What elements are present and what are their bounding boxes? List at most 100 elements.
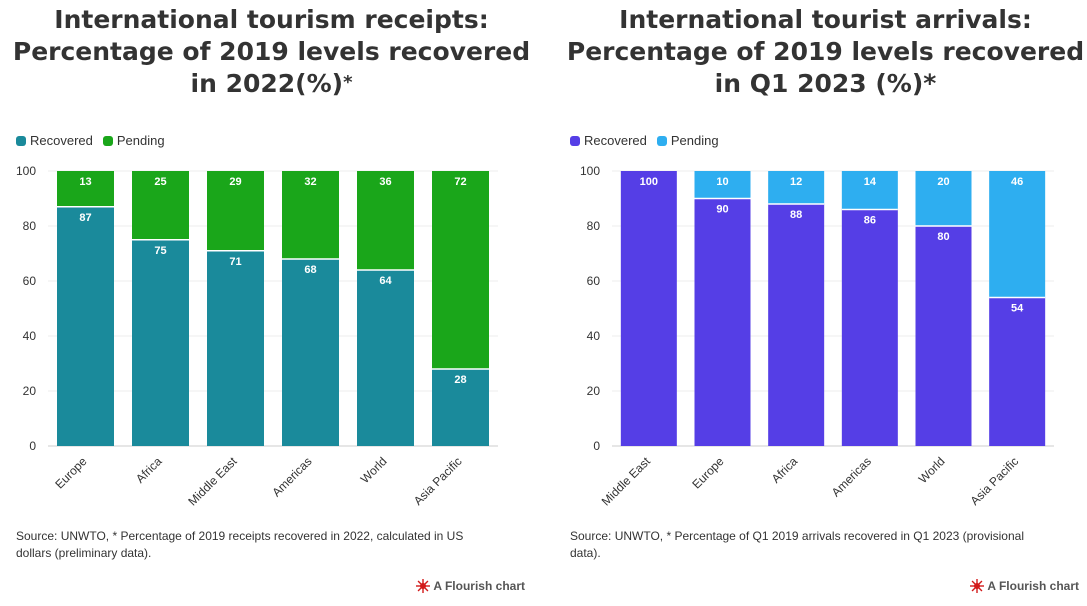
data-label: 14 xyxy=(864,176,877,188)
data-label: 12 xyxy=(790,176,802,188)
bar-pending xyxy=(768,171,825,204)
data-label: 80 xyxy=(937,231,949,243)
source-note: Source: UNWTO, * Percentage of Q1 2019 a… xyxy=(570,529,1024,560)
title-line: Percentage of 2019 levels recovered xyxy=(566,37,1085,66)
data-label: 71 xyxy=(229,256,241,268)
data-label: 29 xyxy=(229,176,241,188)
data-label: 20 xyxy=(937,176,949,188)
bar-pending xyxy=(357,171,414,270)
legend-swatch xyxy=(16,135,26,146)
credit-text: A Flourish chart xyxy=(433,579,525,593)
bar-recovered xyxy=(768,204,825,446)
y-tick-label: 100 xyxy=(16,164,36,178)
bar-recovered xyxy=(207,250,264,446)
arrivals-chart-panel: International tourist arrivals: Percenta… xyxy=(554,0,1087,606)
bar-pending xyxy=(57,171,114,207)
data-label: 13 xyxy=(79,176,91,188)
bar-recovered xyxy=(915,226,972,446)
data-label: 68 xyxy=(304,264,316,276)
title-line: in Q1 2023 (%)* xyxy=(714,69,937,98)
data-label: 72 xyxy=(454,176,466,188)
legend-swatch xyxy=(102,135,113,146)
x-tick-label: Middle East xyxy=(185,454,240,509)
x-tick-label: Europe xyxy=(52,454,89,491)
bar-pending xyxy=(694,171,751,199)
y-tick-label: 60 xyxy=(587,274,601,288)
bar-recovered xyxy=(620,171,677,446)
flourish-credit[interactable]: A Flourish chart xyxy=(416,579,525,593)
legend-item-pending[interactable]: Pending xyxy=(656,133,719,148)
legend-swatch xyxy=(656,135,667,146)
y-tick-label: 20 xyxy=(23,384,37,398)
y-tick-label: 60 xyxy=(23,274,37,288)
legend-item-recovered[interactable]: Recovered xyxy=(16,133,93,148)
arrivals-bar-chart: 0 20 40 60 80 100 100 Middle East 90 10 Europe 88 12… xyxy=(580,164,1054,509)
receipts-bar-chart: 0 20 40 60 80 100 87 13 Europe 75 25 Africa 71 29 Midd… xyxy=(16,164,498,509)
legend-swatch xyxy=(570,135,580,146)
x-tick-label: Africa xyxy=(133,454,165,486)
source-note: Source: UNWTO, * Percentage of 2019 rece… xyxy=(16,529,464,560)
bar-recovered xyxy=(432,369,489,446)
title-line: International tourist arrivals: xyxy=(619,5,1032,34)
x-tick-label: Asia Pacific xyxy=(968,454,1022,508)
x-tick-label: Asia Pacific xyxy=(411,454,465,508)
title-line: Percentage of 2019 levels recovered xyxy=(12,37,531,66)
flourish-logo-icon xyxy=(416,579,431,593)
y-tick-label: 0 xyxy=(29,439,36,453)
data-label: 25 xyxy=(154,176,166,188)
legend[interactable]: Recovered Pending xyxy=(570,133,729,148)
title-asterisk: * xyxy=(343,72,353,93)
bar-pending xyxy=(282,171,339,259)
y-tick-label: 20 xyxy=(587,384,601,398)
data-label: 75 xyxy=(154,245,166,257)
credit-text: A Flourish chart xyxy=(987,579,1079,593)
data-label: 100 xyxy=(640,176,658,188)
legend[interactable]: Recovered Pending xyxy=(16,133,175,148)
x-tick-label: Middle East xyxy=(599,454,654,509)
bar-pending xyxy=(432,171,489,369)
data-label: 88 xyxy=(790,209,802,221)
bar-pending xyxy=(132,171,189,240)
bar-pending xyxy=(841,171,898,210)
data-label: 64 xyxy=(379,275,392,287)
y-tick-label: 80 xyxy=(587,219,601,233)
receipts-chart-panel: International tourism receipts: Percenta… xyxy=(0,0,543,606)
bar-pending xyxy=(915,171,972,226)
bar-recovered xyxy=(841,209,898,446)
legend-label: Recovered xyxy=(584,133,647,148)
y-tick-label: 40 xyxy=(23,329,37,343)
data-label: 87 xyxy=(79,212,91,224)
y-tick-label: 100 xyxy=(580,164,600,178)
bar-recovered xyxy=(282,259,339,446)
data-label: 28 xyxy=(454,374,466,386)
legend-item-pending[interactable]: Pending xyxy=(102,133,165,148)
title-line: in 2022(%) xyxy=(190,69,344,98)
data-label: 90 xyxy=(716,204,728,216)
legend-label: Pending xyxy=(670,133,719,148)
flourish-credit[interactable]: A Flourish chart xyxy=(970,579,1079,593)
bar-recovered xyxy=(989,297,1046,446)
data-label: 46 xyxy=(1011,176,1023,188)
bar-pending xyxy=(989,171,1046,298)
legend-item-recovered[interactable]: Recovered xyxy=(570,133,647,148)
chart-title: International tourist arrivals: Percenta… xyxy=(554,4,1087,100)
bar-recovered xyxy=(357,270,414,446)
y-tick-label: 0 xyxy=(593,439,600,453)
data-label: 10 xyxy=(716,176,728,188)
data-label: 54 xyxy=(1011,303,1024,315)
bar-recovered xyxy=(57,206,114,446)
bar-recovered xyxy=(132,239,189,446)
legend-label: Recovered xyxy=(30,133,93,148)
x-tick-label: World xyxy=(916,454,948,486)
x-tick-label: Africa xyxy=(769,454,801,486)
bar-pending xyxy=(207,171,264,251)
x-tick-label: Europe xyxy=(689,454,726,491)
y-tick-label: 40 xyxy=(587,329,601,343)
data-label: 36 xyxy=(379,176,391,188)
x-tick-label: World xyxy=(358,454,390,486)
data-label: 32 xyxy=(304,176,316,188)
chart-title: International tourism receipts: Percenta… xyxy=(0,4,543,103)
y-tick-label: 80 xyxy=(23,219,37,233)
flourish-logo-icon xyxy=(970,579,985,593)
bar-recovered xyxy=(694,198,751,446)
